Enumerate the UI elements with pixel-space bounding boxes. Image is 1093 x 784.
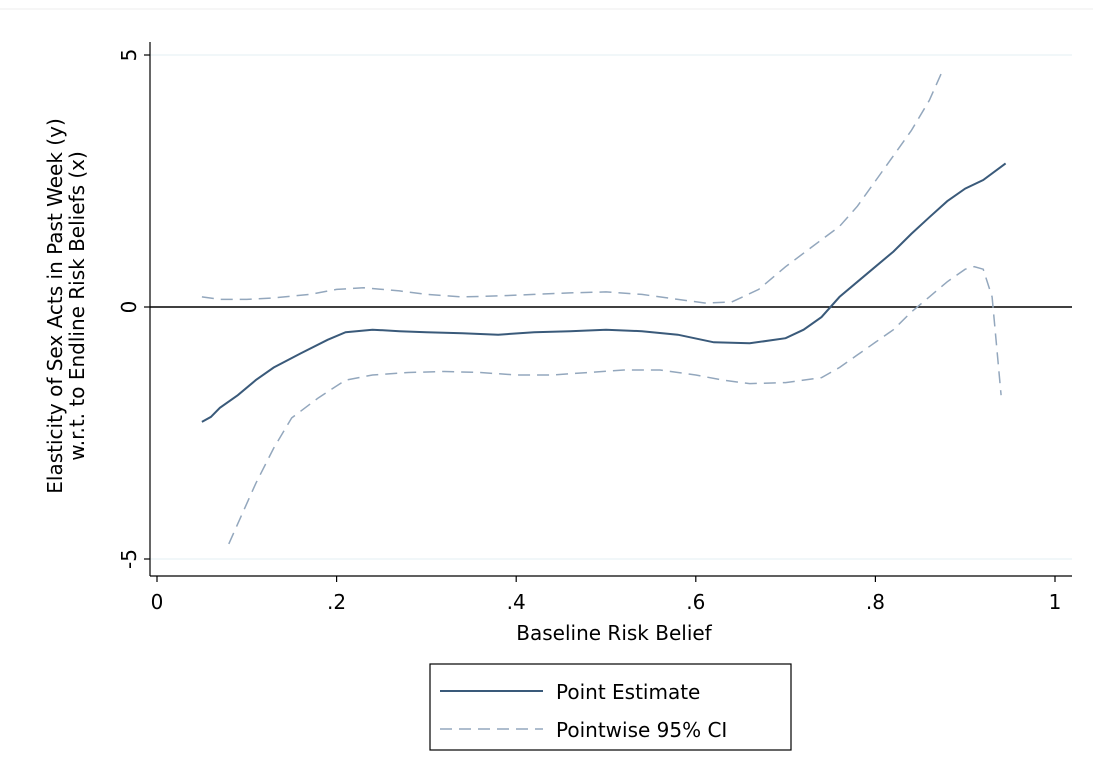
x-tick-label-0: 0 (151, 590, 164, 614)
y-tick-label-0: -5 (117, 549, 141, 569)
x-tick-label-4: .8 (866, 590, 885, 614)
plot-area: -5 0 5 0 .2 .4 .6 .8 1 (117, 42, 1072, 614)
legend-label-ci: Pointwise 95% CI (556, 718, 727, 742)
ci-upper-line (201, 69, 944, 304)
y-axis-title-line2: w.r.t. to Endline Risk Beliefs (x) (65, 151, 89, 461)
point-estimate-line (201, 162, 1007, 423)
x-tick-label-2: .4 (507, 590, 526, 614)
x-tick-label-3: .6 (686, 590, 705, 614)
legend-label-point-estimate: Point Estimate (556, 680, 700, 704)
x-tick-label-1: .2 (327, 590, 346, 614)
y-tick-label-2: 5 (117, 49, 141, 62)
y-tick-label-1: 0 (117, 301, 141, 314)
legend-box (429, 663, 792, 751)
legend: Point Estimate Pointwise 95% CI (429, 663, 792, 751)
x-tick-label-5: 1 (1049, 590, 1062, 614)
ci-lower-line (228, 265, 1002, 545)
y-axis-title: Elasticity of Sex Acts in Past Week (y) … (43, 118, 89, 494)
y-axis-title-line1: Elasticity of Sex Acts in Past Week (y) (43, 118, 67, 494)
x-axis-title: Baseline Risk Belief (516, 621, 712, 645)
